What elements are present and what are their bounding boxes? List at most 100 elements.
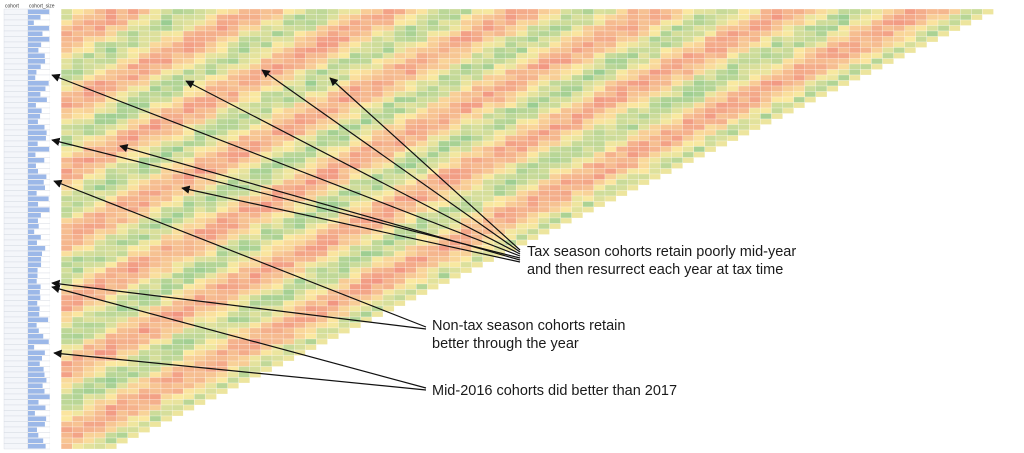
heatmap-cell xyxy=(216,294,228,301)
heatmap-cell xyxy=(138,30,151,37)
heatmap-cell xyxy=(527,162,539,169)
heatmap-cell xyxy=(282,113,295,120)
heatmap-cell xyxy=(105,382,117,389)
heatmap-cell xyxy=(205,250,217,257)
heatmap-cell xyxy=(60,267,73,274)
heatmap-cell xyxy=(49,300,62,307)
heatmap-cell xyxy=(638,91,650,98)
heatmap-cell xyxy=(438,201,450,208)
heatmap-cell xyxy=(482,162,495,169)
heatmap-cell xyxy=(160,250,173,257)
heatmap-cell xyxy=(615,151,628,158)
heatmap-cell xyxy=(593,190,606,197)
heatmap-cell xyxy=(183,217,195,224)
heatmap-cell xyxy=(94,338,106,345)
heatmap-cell xyxy=(671,107,683,114)
cohort-label-cell xyxy=(3,272,29,279)
heatmap-cell xyxy=(760,41,772,48)
heatmap-cell xyxy=(527,63,539,70)
heatmap-cell xyxy=(127,179,139,186)
heatmap-cell xyxy=(516,129,528,136)
annotation-mid-2016: Mid-2016 cohorts did better than 2017 xyxy=(432,382,677,400)
heatmap-cell xyxy=(749,107,761,114)
heatmap-cell xyxy=(560,140,572,147)
heatmap-cell xyxy=(471,113,484,120)
cohort-label-cell xyxy=(3,206,29,213)
heatmap-cell xyxy=(238,85,250,92)
heatmap-cell xyxy=(582,25,595,32)
heatmap-cell xyxy=(216,228,228,235)
heatmap-cell xyxy=(582,129,595,136)
heatmap-cell xyxy=(216,146,228,153)
heatmap-cell xyxy=(682,85,694,92)
heatmap-cell xyxy=(815,69,828,76)
heatmap-cell xyxy=(49,52,62,59)
heatmap-cell xyxy=(571,36,583,43)
heatmap-cell xyxy=(782,102,794,109)
heatmap-cell xyxy=(682,8,694,15)
heatmap-cell xyxy=(305,338,317,345)
heatmap-cell xyxy=(882,25,894,32)
heatmap-cell xyxy=(371,294,384,301)
heatmap-cell xyxy=(72,382,84,389)
heatmap-cell xyxy=(860,63,872,70)
heatmap-cell xyxy=(837,63,850,70)
heatmap-cell xyxy=(560,135,572,142)
heatmap-cell xyxy=(60,256,73,263)
heatmap-cell xyxy=(138,124,151,131)
heatmap-cell xyxy=(738,96,750,103)
heatmap-cell xyxy=(260,52,273,59)
heatmap-cell xyxy=(382,206,395,213)
heatmap-cell xyxy=(260,85,273,92)
heatmap-cell xyxy=(216,168,228,175)
heatmap-cell xyxy=(49,223,62,230)
heatmap-cell xyxy=(538,217,550,224)
heatmap-cell xyxy=(49,333,62,340)
heatmap-cell xyxy=(238,168,250,175)
heatmap-cell xyxy=(83,201,95,208)
cohort-size-bar xyxy=(28,295,41,300)
heatmap-cell xyxy=(449,102,461,109)
heatmap-cell xyxy=(238,14,250,21)
heatmap-cell xyxy=(504,113,517,120)
heatmap-cell xyxy=(416,19,428,26)
heatmap-cell xyxy=(216,256,228,263)
heatmap-cell xyxy=(604,129,617,136)
heatmap-cell xyxy=(49,69,62,76)
heatmap-cell xyxy=(271,69,284,76)
heatmap-cell xyxy=(72,201,84,208)
heatmap-cell xyxy=(171,146,184,153)
heatmap-cell xyxy=(504,135,517,142)
heatmap-cell xyxy=(382,135,395,142)
heatmap-cell xyxy=(294,52,306,59)
heatmap-cell xyxy=(294,344,306,351)
heatmap-cell xyxy=(72,19,84,26)
heatmap-cell xyxy=(615,190,628,197)
heatmap-cell xyxy=(160,146,173,153)
heatmap-cell xyxy=(460,107,472,114)
heatmap-cell xyxy=(127,52,139,59)
heatmap-cell xyxy=(316,184,328,191)
heatmap-cell xyxy=(660,30,672,37)
heatmap-cell xyxy=(649,36,661,43)
heatmap-cell xyxy=(493,179,506,186)
heatmap-cell xyxy=(771,102,783,109)
heatmap-cell xyxy=(138,80,151,87)
heatmap-cell xyxy=(94,371,106,378)
heatmap-cell xyxy=(49,366,62,373)
heatmap-cell xyxy=(571,47,583,54)
heatmap-cell xyxy=(305,124,317,131)
heatmap-cell xyxy=(105,36,117,43)
heatmap-cell xyxy=(294,294,306,301)
heatmap-cell xyxy=(538,36,550,43)
heatmap-cell xyxy=(72,223,84,230)
heatmap-cell xyxy=(149,96,162,103)
cohort-label-cell xyxy=(3,283,29,290)
heatmap-cell xyxy=(427,261,439,268)
heatmap-cell xyxy=(171,190,184,197)
heatmap-cell xyxy=(371,74,384,81)
heatmap-cell xyxy=(171,96,184,103)
heatmap-cell xyxy=(382,14,395,21)
heatmap-cell xyxy=(205,52,217,59)
heatmap-cell xyxy=(771,91,783,98)
